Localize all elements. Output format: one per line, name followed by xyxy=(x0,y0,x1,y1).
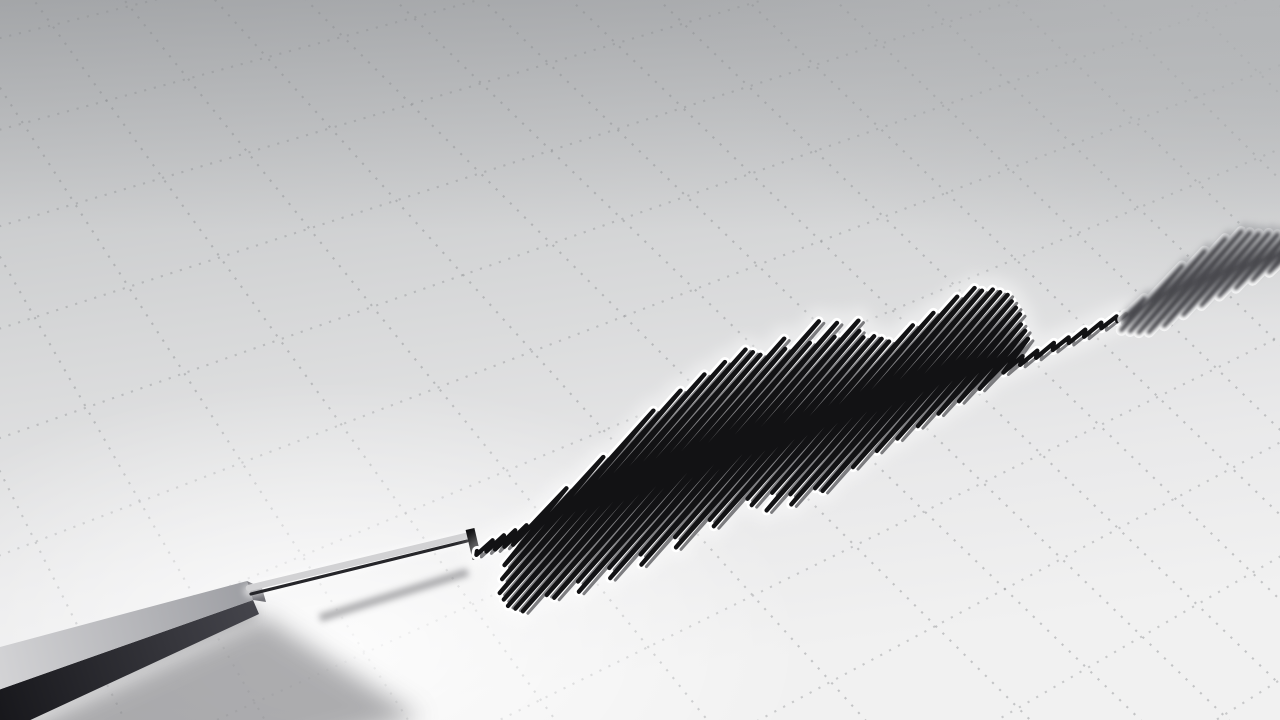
seismic-trace xyxy=(463,275,1139,625)
trace-aftershock xyxy=(1115,222,1280,339)
stylus-needle xyxy=(243,531,473,598)
